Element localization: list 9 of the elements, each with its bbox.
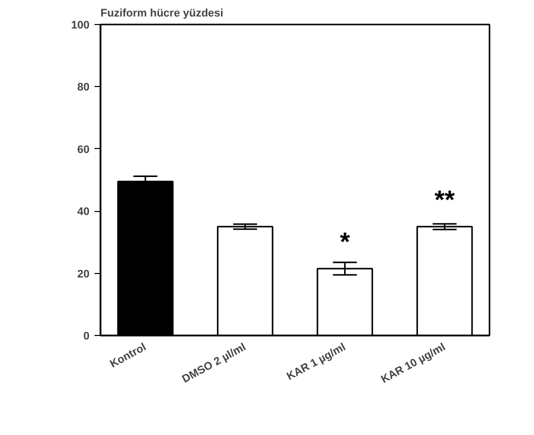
annotation: ** — [434, 184, 456, 215]
y-tick-label: 40 — [77, 206, 90, 218]
y-tick-label: 80 — [77, 82, 90, 94]
y-tick-label: 20 — [77, 268, 90, 280]
y-tick-label: 100 — [71, 20, 90, 32]
y-tick-label: 0 — [83, 330, 90, 342]
annotation: * — [340, 226, 351, 257]
chart-title: Fuziform hücre yüzdesi — [100, 8, 224, 20]
y-tick-label: 60 — [77, 144, 90, 156]
